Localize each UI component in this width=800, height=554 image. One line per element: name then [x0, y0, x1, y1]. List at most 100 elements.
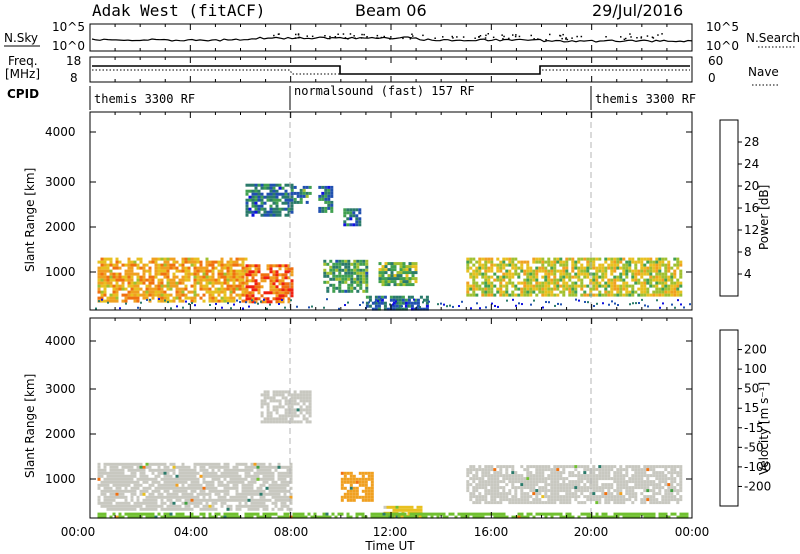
power-cell: [562, 266, 566, 270]
power-cell: [338, 274, 342, 278]
velocity-cell: [163, 501, 167, 505]
velocity-cell: [409, 515, 413, 519]
velocity-cell: [169, 504, 173, 508]
velocity-cell: [211, 504, 215, 508]
velocity-cell: [541, 474, 545, 478]
power-cell: [658, 263, 662, 267]
velocity-cell: [325, 512, 329, 516]
velocity-cell: [619, 498, 623, 502]
power-cell: [610, 284, 614, 288]
velocity-cell: [280, 465, 284, 469]
power-cell: [229, 260, 233, 264]
power-cell: [399, 280, 403, 284]
velocity-cell: [226, 515, 230, 519]
velocity-cell: [202, 495, 206, 499]
power-cell: [577, 272, 581, 276]
velocity-cell: [526, 483, 530, 487]
velocity-cell: [604, 474, 608, 478]
velocity-cell: [469, 468, 473, 472]
power-cell: [181, 299, 185, 303]
power-cell: [622, 269, 626, 273]
power-cell: [223, 275, 227, 279]
power-cell: [205, 290, 209, 294]
velocity-cell: [514, 498, 518, 502]
power-cell: [281, 192, 285, 196]
power-cell: [466, 290, 470, 294]
power-cell: [208, 287, 212, 291]
power-cell: [502, 293, 506, 297]
velocity-cell: [172, 515, 176, 519]
velocity-cell: [232, 480, 236, 484]
velocity-cell: [529, 483, 533, 487]
velocity-cell: [271, 501, 275, 505]
power-cell: [511, 272, 515, 276]
power-cell: [257, 264, 261, 268]
velocity-cell: [640, 512, 644, 516]
power-cell: [628, 290, 632, 294]
power-cell: [508, 278, 512, 282]
velocity-cell: [487, 483, 491, 487]
power-cell: [148, 287, 152, 291]
power-cell: [100, 299, 104, 303]
power-cell: [413, 301, 417, 305]
velocity-cell: [541, 465, 545, 469]
power-cell: [673, 263, 677, 267]
power-cell: [401, 305, 403, 308]
power-cell: [290, 204, 294, 208]
power-cell: [384, 271, 388, 275]
velocity-cell: [106, 498, 110, 502]
velocity-cell: [211, 486, 215, 490]
velocity-cell: [535, 483, 539, 487]
power-cell: [610, 293, 614, 297]
velocity-cell: [526, 501, 530, 505]
velocity-cell: [196, 504, 200, 508]
velocity-cell: [244, 492, 248, 496]
velocity-cell: [235, 465, 239, 469]
velocity-cell: [208, 515, 212, 519]
velocity-cell: [308, 411, 312, 415]
velocity-cell: [580, 492, 584, 496]
velocity-cell: [601, 477, 605, 481]
velocity-cell: [646, 486, 650, 490]
velocity-cell: [676, 474, 680, 478]
velocity-cell: [293, 396, 297, 400]
velocity-cell: [271, 512, 275, 516]
velocity-cell: [299, 396, 303, 400]
velocity-cell: [121, 483, 125, 487]
velocity-cell: [496, 495, 500, 499]
velocity-cell: [290, 408, 294, 412]
power-cell: [577, 257, 581, 261]
velocity-cell: [398, 505, 402, 509]
power-cell: [327, 194, 331, 198]
power-cell: [266, 291, 270, 295]
velocity-cell: [229, 515, 233, 519]
velocity-cell: [196, 486, 200, 490]
power-cell: [553, 278, 557, 282]
power-cell: [163, 263, 167, 267]
velocity-cell: [538, 465, 542, 469]
power-cell: [619, 293, 623, 297]
power-cell: [559, 269, 563, 273]
power-cell: [187, 257, 191, 261]
velocity-cell: [610, 483, 614, 487]
velocity-cell: [124, 501, 128, 505]
noise-dot: [412, 35, 414, 37]
velocity-cell: [580, 512, 584, 516]
velocity-cell: [592, 495, 596, 499]
power-cell: [405, 280, 409, 284]
power-cell: [616, 260, 620, 264]
velocity-cell: [181, 495, 185, 499]
noise-dot: [661, 33, 663, 35]
velocity-cell: [223, 486, 227, 490]
power-cell: [193, 293, 197, 297]
power-cell: [344, 277, 348, 281]
power-cell: [411, 265, 415, 269]
velocity-cell: [157, 492, 161, 496]
noise-dot: [580, 35, 583, 38]
power-cell: [223, 266, 227, 270]
power-cell: [232, 284, 236, 288]
power-cell: [511, 260, 515, 264]
velocity-cell: [247, 504, 251, 508]
velocity-cell: [271, 465, 275, 469]
power-cell: [169, 266, 173, 270]
